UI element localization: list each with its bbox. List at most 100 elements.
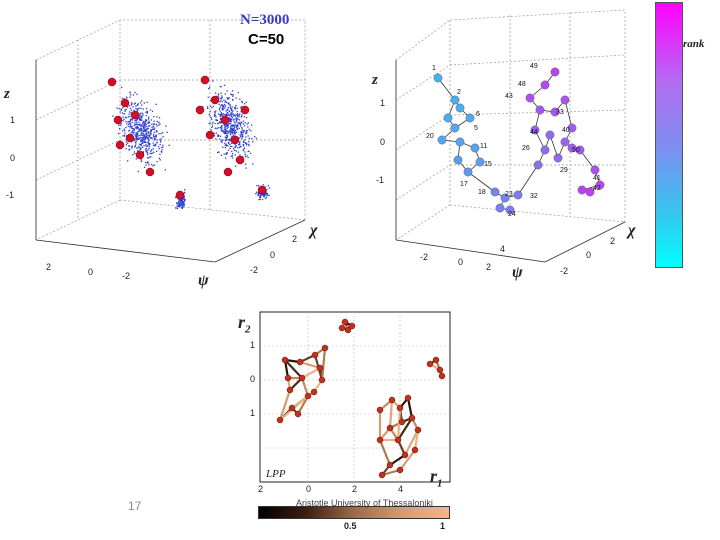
- z-tick-2: 0: [10, 153, 16, 163]
- cloud-point: [232, 110, 234, 112]
- cloud-point: [248, 137, 250, 140]
- cloud-point: [135, 134, 137, 136]
- cloud-point: [252, 163, 254, 165]
- cloud-point: [142, 142, 144, 144]
- cloud-point: [155, 103, 157, 105]
- cloud-point: [265, 191, 267, 193]
- cloud-point: [128, 149, 130, 151]
- cloud-point: [233, 126, 236, 128]
- cloud-point: [231, 157, 234, 159]
- cloud-point: [123, 135, 126, 137]
- cloud-point: [264, 186, 266, 188]
- cloud-point: [219, 121, 221, 123]
- cloud-point: [139, 116, 141, 118]
- cloud-point: [160, 138, 162, 140]
- cloud-point: [231, 109, 233, 112]
- cloud-point: [155, 136, 157, 138]
- cloud-point: [239, 107, 242, 109]
- cloud-point: [264, 194, 266, 196]
- cloud-point: [154, 127, 156, 129]
- cloud-point: [140, 140, 142, 142]
- cloud-point: [144, 141, 147, 144]
- lpp-node: [288, 404, 296, 412]
- cloud-point: [216, 119, 218, 121]
- cloud-point: [229, 147, 231, 150]
- node-label: 5: [474, 125, 478, 132]
- cloud-point: [159, 153, 161, 155]
- lpp-edge: [298, 360, 322, 370]
- cloud-point: [228, 141, 230, 143]
- cloud-point: [137, 135, 139, 137]
- cloud-point: [225, 124, 227, 126]
- slide-number: 17: [128, 499, 142, 513]
- cloud-point: [242, 144, 244, 146]
- cloud-point: [237, 91, 239, 94]
- cloud-point: [145, 123, 147, 126]
- lpp-edge: [398, 448, 417, 472]
- graph-node: [530, 125, 540, 135]
- graph-node: [453, 155, 463, 165]
- cloud-point: [145, 136, 148, 138]
- cloud-point: [142, 121, 144, 123]
- node-label: 1: [432, 65, 436, 72]
- lpp-node: [304, 392, 312, 400]
- cloud-point: [145, 144, 147, 146]
- cloud-point: [135, 107, 137, 110]
- lpp-node: [394, 436, 402, 444]
- cloud-point: [136, 118, 138, 120]
- cloud-point: [142, 139, 144, 141]
- lpp-edge: [396, 416, 414, 442]
- cloud-point: [139, 115, 141, 117]
- cloud-point: [229, 117, 231, 120]
- cloud-point: [138, 130, 140, 133]
- cloud-point: [140, 107, 142, 110]
- cloud-point: [141, 122, 144, 125]
- r2-axis-label: r2: [238, 312, 251, 336]
- cloud-point: [125, 141, 128, 143]
- cloud-point: [139, 124, 141, 126]
- cloud-point: [130, 112, 132, 114]
- lpp-node: [396, 466, 404, 474]
- cloud-point: [138, 121, 140, 124]
- cloud-point: [231, 119, 233, 121]
- cloud-point: [225, 132, 227, 135]
- lpp-edge: [283, 358, 304, 380]
- cloud-point: [136, 93, 138, 95]
- cloud-point: [219, 105, 222, 107]
- rpsi-tick-3: 2: [486, 262, 492, 272]
- r2-tick-3: 1: [250, 408, 256, 418]
- cloud-point: [142, 136, 144, 138]
- cloud-point: [136, 137, 138, 139]
- cloud-point: [242, 123, 245, 125]
- cloud-point: [218, 122, 220, 124]
- rchi-tick-2: 0: [586, 250, 592, 260]
- cloud-point: [129, 123, 131, 125]
- cloud-point: [227, 149, 230, 151]
- lpp-node: [348, 322, 356, 330]
- cloud-point: [125, 108, 127, 111]
- cloud-point: [146, 145, 149, 147]
- cloud-point: [221, 141, 223, 144]
- cloud-point: [183, 201, 185, 203]
- cloud-point: [227, 126, 229, 128]
- cloud-point: [214, 112, 216, 114]
- graph-nodes: [433, 67, 605, 215]
- cloud-point: [242, 120, 245, 122]
- cloud-point: [128, 130, 130, 132]
- lpp-node: [341, 318, 349, 326]
- cloud-point: [183, 196, 185, 198]
- cloud-point: [160, 140, 162, 142]
- cluster-center: [205, 130, 215, 140]
- cloud-point: [136, 119, 138, 121]
- graph-node: [455, 103, 465, 113]
- cloud-point: [231, 132, 233, 134]
- cloud-point: [150, 137, 152, 140]
- cloud-point: [219, 116, 222, 118]
- cloud-point: [178, 200, 180, 202]
- cloud-point: [140, 119, 142, 121]
- cloud-point: [250, 130, 252, 132]
- cloud-point: [137, 103, 139, 105]
- cloud-point: [158, 121, 160, 123]
- graph-node: [433, 73, 443, 83]
- cloud-point: [224, 101, 226, 103]
